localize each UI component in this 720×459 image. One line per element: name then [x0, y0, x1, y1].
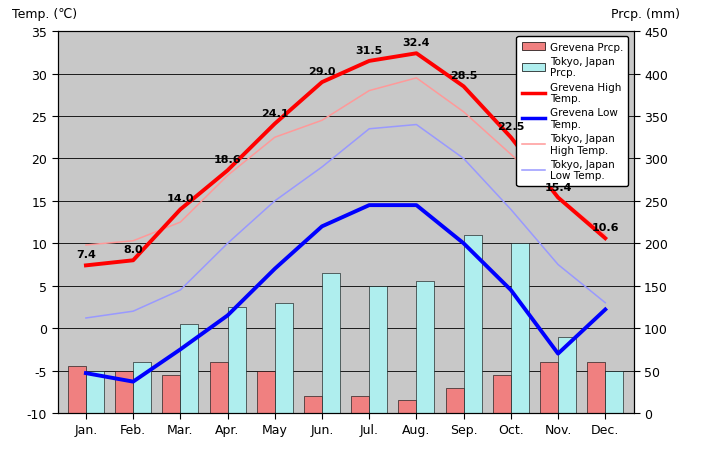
- Bar: [398, 400, 416, 413]
- Text: 32.4: 32.4: [402, 38, 430, 48]
- Text: 24.1: 24.1: [261, 108, 289, 118]
- Bar: [416, 282, 434, 413]
- Text: 8.0: 8.0: [123, 245, 143, 255]
- Text: 29.0: 29.0: [308, 67, 336, 77]
- Bar: [228, 307, 246, 413]
- Text: 22.5: 22.5: [497, 122, 525, 132]
- Text: 18.6: 18.6: [214, 155, 241, 165]
- Bar: [68, 367, 86, 413]
- Bar: [606, 371, 624, 413]
- Bar: [464, 235, 482, 413]
- Bar: [86, 371, 104, 413]
- Text: Temp. (℃): Temp. (℃): [12, 8, 76, 21]
- Bar: [133, 362, 151, 413]
- Text: 7.4: 7.4: [76, 250, 96, 260]
- Text: Prcp. (mm): Prcp. (mm): [611, 8, 680, 21]
- Bar: [558, 337, 576, 413]
- Text: 10.6: 10.6: [592, 223, 619, 233]
- Bar: [351, 396, 369, 413]
- Text: 28.5: 28.5: [450, 71, 477, 81]
- Bar: [210, 362, 228, 413]
- Bar: [446, 388, 464, 413]
- Bar: [115, 371, 133, 413]
- Bar: [511, 244, 528, 413]
- Bar: [540, 362, 558, 413]
- Text: 14.0: 14.0: [166, 194, 194, 204]
- Legend: Grevena Prcp., Tokyo, Japan
Prcp., Grevena High
Temp., Grevena Low
Temp., Tokyo,: Grevena Prcp., Tokyo, Japan Prcp., Greve…: [516, 37, 629, 186]
- Bar: [588, 362, 606, 413]
- Bar: [322, 274, 340, 413]
- Bar: [275, 303, 293, 413]
- Bar: [257, 371, 275, 413]
- Bar: [180, 324, 198, 413]
- Bar: [493, 375, 511, 413]
- Bar: [163, 375, 180, 413]
- Bar: [304, 396, 322, 413]
- Text: 15.4: 15.4: [544, 182, 572, 192]
- Bar: [369, 286, 387, 413]
- Text: 31.5: 31.5: [356, 46, 383, 56]
